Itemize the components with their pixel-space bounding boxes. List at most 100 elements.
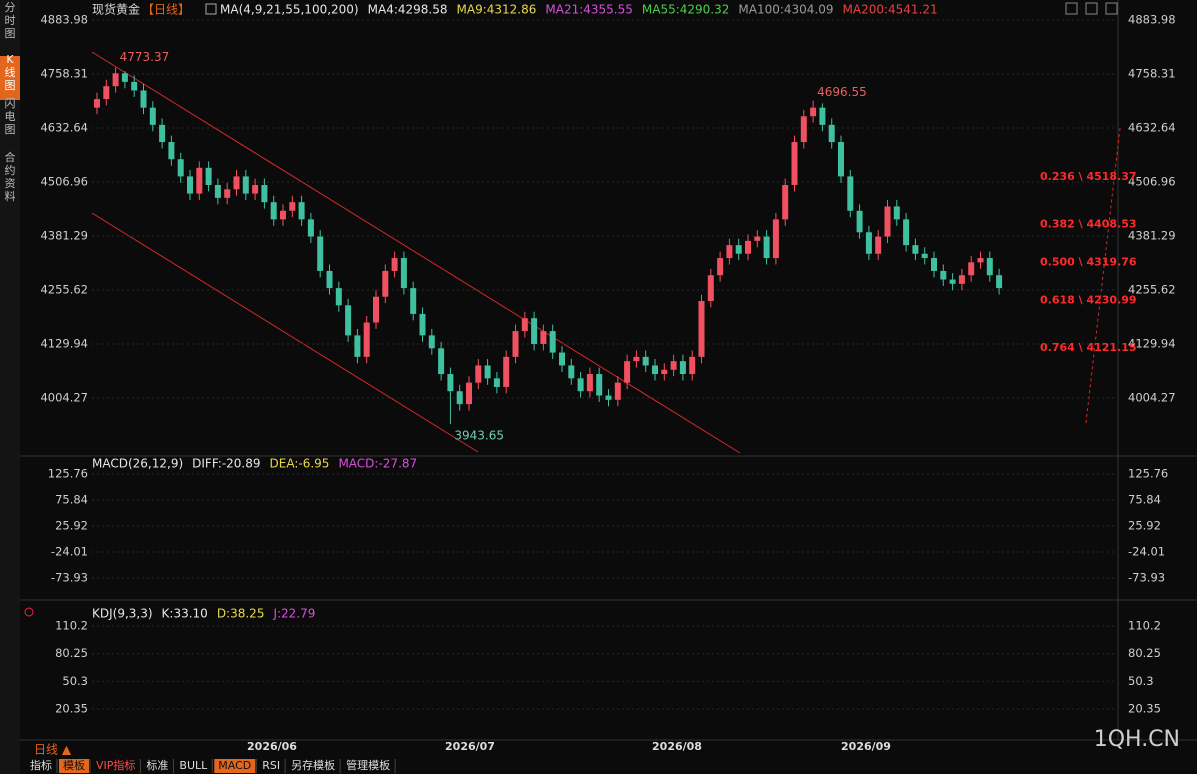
candle-body [707, 275, 714, 302]
candle-body [503, 356, 510, 387]
toolbar-button[interactable]: MACD [214, 759, 257, 773]
window-icons[interactable] [1065, 2, 1118, 15]
icon[interactable] [1085, 2, 1098, 15]
candle-body [614, 382, 621, 400]
y-tick-label: 75.84 [1128, 493, 1161, 507]
candle-body [745, 240, 751, 254]
toolbar-button[interactable]: 管理模板 [346, 758, 396, 773]
candle-body [549, 331, 556, 353]
candle-body [772, 219, 779, 259]
candle-body [531, 318, 538, 344]
toolbar-label[interactable]: VIP指标 [96, 758, 135, 772]
toolbar-label[interactable]: BULL [179, 759, 208, 772]
toolbar-button[interactable]: 模板 [59, 758, 91, 773]
candle-body [986, 258, 993, 276]
candle-body [261, 185, 268, 203]
y-tick-label: -24.01 [1128, 545, 1165, 559]
toolbar-button[interactable]: BULL [179, 759, 213, 773]
sidebar-active [0, 56, 20, 100]
candle-body [187, 176, 193, 194]
candle-body [670, 361, 677, 370]
icon[interactable] [1065, 2, 1078, 15]
toolbar-label[interactable]: 管理模板 [346, 758, 390, 772]
candle-body [819, 107, 826, 125]
toolbar-button[interactable]: 指标 [30, 758, 58, 773]
candle-body [652, 365, 658, 375]
candle-body [121, 73, 128, 82]
candle-body [382, 270, 389, 297]
candle-body [493, 378, 500, 387]
extreme-label: 4696.55 [817, 85, 867, 99]
candle-body [233, 176, 240, 190]
y-tick-label: 50.3 [62, 674, 88, 688]
toolbar-label[interactable]: 标准 [146, 758, 168, 772]
candle-body [205, 167, 212, 186]
y-tick-label: 4129.94 [40, 337, 88, 351]
y-tick-label: 4129.94 [1128, 337, 1176, 351]
y-tick-label: 50.3 [1128, 674, 1154, 688]
candle-body [540, 331, 547, 344]
legend-item: MA4:4298.58 [368, 3, 448, 17]
y-tick-label: 4506.96 [1128, 175, 1176, 189]
candle-body [679, 361, 686, 375]
toolbar-label[interactable]: 模板 [63, 758, 85, 772]
watermark: 1QH.CN [1094, 727, 1180, 752]
toolbar-button[interactable]: RSI [262, 759, 286, 773]
toolbar-label[interactable]: MACD [218, 759, 251, 772]
sidebar-tab[interactable]: 分时图 [5, 1, 16, 40]
candle-body [586, 374, 593, 392]
x-tick-label: 2026/08 [652, 740, 702, 753]
y-tick-label: 75.84 [55, 493, 88, 507]
legend-item: J:22.79 [272, 607, 315, 621]
candle-body [456, 391, 463, 405]
candle-body [94, 99, 100, 108]
legend-item: MACD:-27.87 [338, 457, 417, 471]
toolbar-bg [214, 759, 256, 773]
candle-body [596, 374, 603, 396]
candle-body [177, 159, 184, 177]
candle-body [112, 73, 119, 87]
y-tick-label: 125.76 [48, 467, 88, 481]
sidebar [0, 0, 20, 774]
candle-body [400, 258, 407, 289]
period-button[interactable]: 日线 ▲ [34, 743, 72, 757]
legend-item: DIFF:-20.89 [192, 457, 260, 471]
candle-body [577, 378, 584, 392]
y-tick-label: 4381.29 [40, 229, 88, 243]
candle-body [828, 124, 835, 143]
candle-body [391, 258, 398, 271]
candle-body [698, 301, 705, 357]
toolbar-button[interactable]: VIP指标 [96, 758, 141, 773]
candle-body [754, 236, 761, 241]
y-tick-label: 4506.96 [40, 175, 88, 189]
legend-item: D:38.25 [217, 607, 265, 621]
sidebar-tab[interactable]: K 线图 [5, 53, 16, 92]
candle-body [856, 210, 863, 233]
toolbar-label[interactable]: RSI [262, 759, 280, 772]
candle-body [196, 167, 203, 194]
candle-body [642, 356, 649, 366]
candle-body [280, 210, 286, 220]
y-tick-label: 4004.27 [40, 390, 88, 404]
fib-label: 0.236 \ 4518.37 [1040, 170, 1137, 183]
icon[interactable] [1105, 2, 1118, 15]
sidebar-tab[interactable]: 闪电图 [5, 96, 16, 136]
trend-line [91, 212, 479, 453]
toolbar-label[interactable]: 指标 [30, 758, 52, 772]
candle-body [912, 245, 919, 254]
toolbar-button[interactable]: 另存模板 [291, 758, 341, 773]
y-tick-label: 4255.62 [40, 283, 88, 297]
candle-body [252, 185, 259, 194]
candle-body [214, 185, 221, 198]
candle-body [447, 374, 454, 392]
toolbar-label[interactable]: 另存模板 [291, 758, 335, 772]
candle-body [726, 245, 733, 259]
sidebar-tab[interactable]: 合约资料 [5, 150, 16, 203]
candle-body [624, 361, 631, 383]
candle-body [354, 335, 361, 357]
y-tick-label: 25.92 [55, 519, 88, 533]
toolbar-button[interactable]: 标准 [146, 758, 174, 773]
settings-dot[interactable] [24, 607, 34, 617]
candle-body [559, 352, 565, 366]
